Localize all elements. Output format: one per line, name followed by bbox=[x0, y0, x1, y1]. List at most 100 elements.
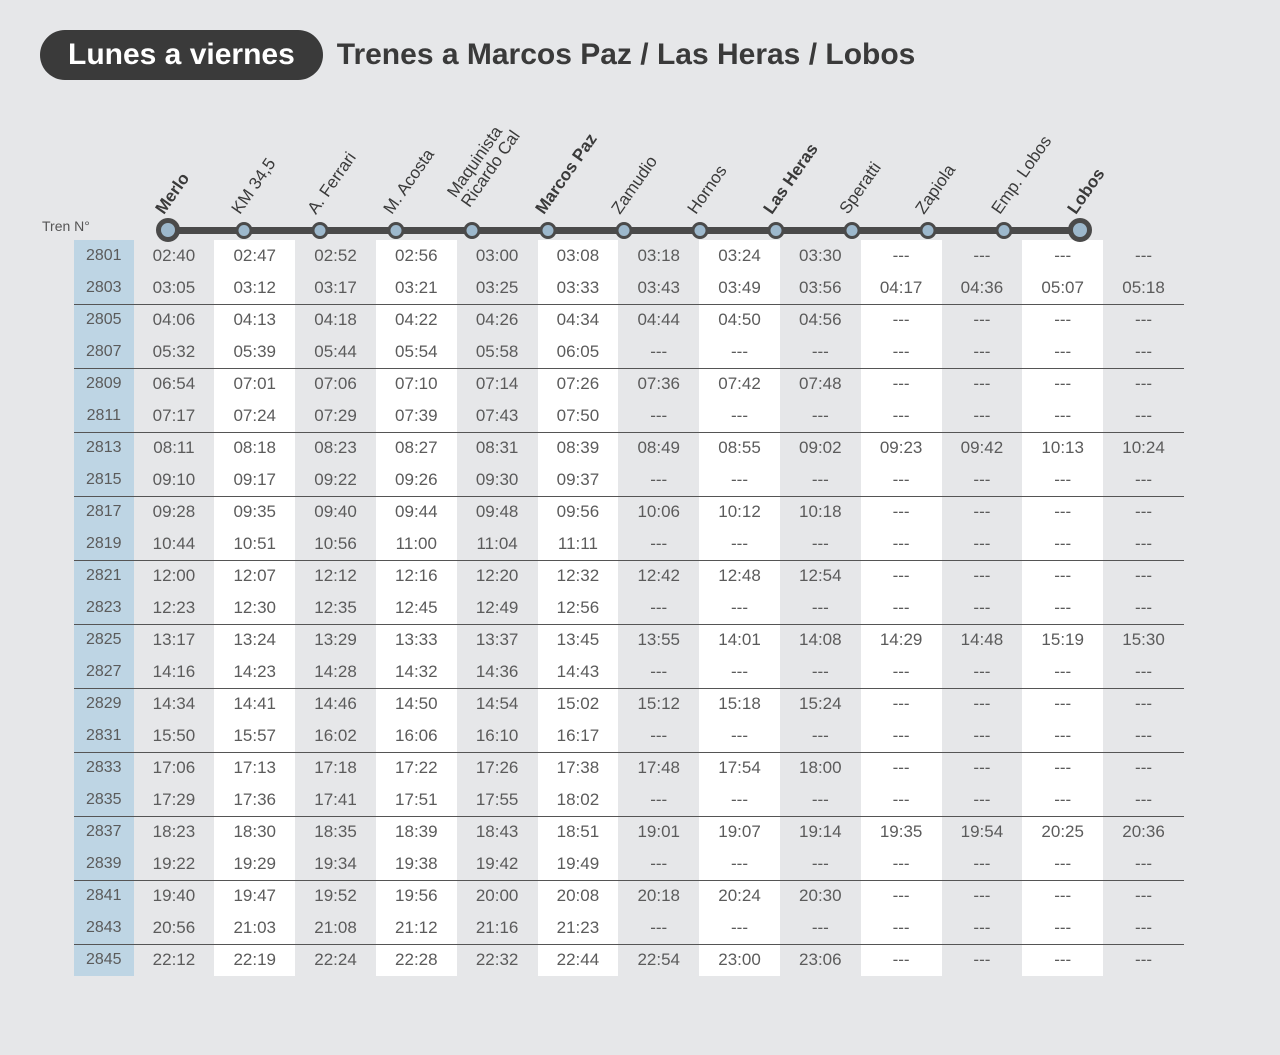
time-cell: 04:34 bbox=[538, 304, 619, 336]
time-cell: --- bbox=[1103, 304, 1184, 336]
time-cell: 08:18 bbox=[214, 432, 295, 464]
time-cell: --- bbox=[861, 400, 942, 432]
table-row: 282914:3414:4114:4614:5014:5415:0215:121… bbox=[74, 688, 1184, 720]
time-cell: 19:01 bbox=[618, 816, 699, 848]
time-cell: 19:56 bbox=[376, 880, 457, 912]
table-row: 282714:1614:2314:2814:3214:3614:43------… bbox=[74, 656, 1184, 688]
time-cell: --- bbox=[1022, 240, 1103, 272]
time-cell: 04:22 bbox=[376, 304, 457, 336]
time-cell: --- bbox=[780, 720, 861, 752]
time-cell: 15:57 bbox=[214, 720, 295, 752]
time-cell: 08:11 bbox=[134, 432, 215, 464]
time-cell: --- bbox=[1103, 784, 1184, 816]
time-cell: 17:36 bbox=[214, 784, 295, 816]
station-header-cell: A. Ferrari bbox=[282, 130, 358, 240]
time-cell: 09:44 bbox=[376, 496, 457, 528]
time-cell: 17:18 bbox=[295, 752, 376, 784]
time-cell: 04:13 bbox=[214, 304, 295, 336]
header-pill: Lunes a viernes bbox=[40, 30, 323, 80]
time-cell: --- bbox=[942, 784, 1023, 816]
time-cell: --- bbox=[1022, 528, 1103, 560]
header-row: Lunes a viernes Trenes a Marcos Paz / La… bbox=[40, 30, 1240, 80]
time-cell: 14:46 bbox=[295, 688, 376, 720]
time-cell: 17:29 bbox=[134, 784, 215, 816]
time-cell: 07:17 bbox=[134, 400, 215, 432]
time-cell: --- bbox=[1103, 944, 1184, 976]
time-cell: 03:17 bbox=[295, 272, 376, 304]
table-row: 280504:0604:1304:1804:2204:2604:3404:440… bbox=[74, 304, 1184, 336]
time-cell: 20:36 bbox=[1103, 816, 1184, 848]
time-cell: 14:28 bbox=[295, 656, 376, 688]
station-header-cell: Marcos Paz bbox=[510, 130, 586, 240]
time-cell: --- bbox=[861, 240, 942, 272]
time-cell: 16:06 bbox=[376, 720, 457, 752]
time-cell: 07:42 bbox=[699, 368, 780, 400]
train-number-cell: 2801 bbox=[74, 240, 134, 272]
time-cell: 03:21 bbox=[376, 272, 457, 304]
train-number-cell: 2831 bbox=[74, 720, 134, 752]
time-cell: --- bbox=[942, 848, 1023, 880]
time-cell: 15:19 bbox=[1022, 624, 1103, 656]
station-header-cell: Merlo bbox=[130, 130, 206, 240]
time-cell: 14:29 bbox=[861, 624, 942, 656]
time-cell: --- bbox=[942, 560, 1023, 592]
time-cell: --- bbox=[780, 528, 861, 560]
time-cell: 23:00 bbox=[699, 944, 780, 976]
time-cell: --- bbox=[1022, 368, 1103, 400]
time-cell: --- bbox=[942, 752, 1023, 784]
time-cell: 18:43 bbox=[457, 816, 538, 848]
time-cell: --- bbox=[780, 400, 861, 432]
time-cell: 03:30 bbox=[780, 240, 861, 272]
time-cell: 20:18 bbox=[618, 880, 699, 912]
time-cell: 07:29 bbox=[295, 400, 376, 432]
time-cell: 19:35 bbox=[861, 816, 942, 848]
station-dot-icon bbox=[996, 222, 1013, 239]
schedule: Tren N° MerloKM 34,5A. FerrariM. AcostaM… bbox=[130, 130, 1240, 976]
station-label: A. Ferrari bbox=[304, 148, 361, 218]
time-cell: 14:36 bbox=[457, 656, 538, 688]
time-cell: 14:08 bbox=[780, 624, 861, 656]
time-cell: --- bbox=[1103, 592, 1184, 624]
time-cell: --- bbox=[618, 528, 699, 560]
time-cell: --- bbox=[1022, 944, 1103, 976]
time-cell: 09:02 bbox=[780, 432, 861, 464]
station-header-cell: Zapiola bbox=[890, 130, 966, 240]
train-number-cell: 2805 bbox=[74, 304, 134, 336]
time-cell: 04:44 bbox=[618, 304, 699, 336]
time-cell: --- bbox=[618, 464, 699, 496]
station-header-cell: Las Heras bbox=[738, 130, 814, 240]
time-cell: --- bbox=[1103, 560, 1184, 592]
time-cell: 12:45 bbox=[376, 592, 457, 624]
time-cell: --- bbox=[1103, 912, 1184, 944]
time-cell: 08:49 bbox=[618, 432, 699, 464]
time-cell: --- bbox=[861, 560, 942, 592]
time-cell: --- bbox=[942, 944, 1023, 976]
time-cell: 07:14 bbox=[457, 368, 538, 400]
time-cell: 22:54 bbox=[618, 944, 699, 976]
station-header-cell: Speratti bbox=[814, 130, 890, 240]
table-row: 282513:1713:2413:2913:3313:3713:4513:551… bbox=[74, 624, 1184, 656]
time-cell: 17:26 bbox=[457, 752, 538, 784]
time-cell: 10:51 bbox=[214, 528, 295, 560]
time-cell: --- bbox=[1103, 496, 1184, 528]
time-cell: 19:42 bbox=[457, 848, 538, 880]
time-cell: 09:37 bbox=[538, 464, 619, 496]
time-cell: --- bbox=[1022, 496, 1103, 528]
time-cell: 16:02 bbox=[295, 720, 376, 752]
time-cell: --- bbox=[1022, 688, 1103, 720]
station-header-cell: Lobos bbox=[1042, 130, 1118, 240]
time-cell: 12:00 bbox=[134, 560, 215, 592]
time-cell: 07:39 bbox=[376, 400, 457, 432]
station-header-cell: Zamudio bbox=[586, 130, 662, 240]
time-cell: --- bbox=[1103, 528, 1184, 560]
time-cell: 17:38 bbox=[538, 752, 619, 784]
time-cell: --- bbox=[1103, 240, 1184, 272]
station-label: M. Acosta bbox=[380, 145, 439, 218]
table-row: 280303:0503:1203:1703:2103:2503:3303:430… bbox=[74, 272, 1184, 304]
time-cell: --- bbox=[1022, 560, 1103, 592]
time-cell: 14:48 bbox=[942, 624, 1023, 656]
time-cell: 07:06 bbox=[295, 368, 376, 400]
time-cell: 09:40 bbox=[295, 496, 376, 528]
time-cell: 02:52 bbox=[295, 240, 376, 272]
table-row: 281509:1009:1709:2209:2609:3009:37------… bbox=[74, 464, 1184, 496]
